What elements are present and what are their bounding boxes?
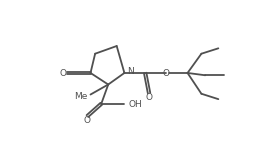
Text: Me: Me <box>74 92 87 101</box>
Text: O: O <box>84 116 91 125</box>
Text: OH: OH <box>128 100 142 109</box>
Text: O: O <box>163 69 169 78</box>
Text: O: O <box>59 69 66 78</box>
Text: N: N <box>128 67 134 76</box>
Text: O: O <box>145 93 153 102</box>
